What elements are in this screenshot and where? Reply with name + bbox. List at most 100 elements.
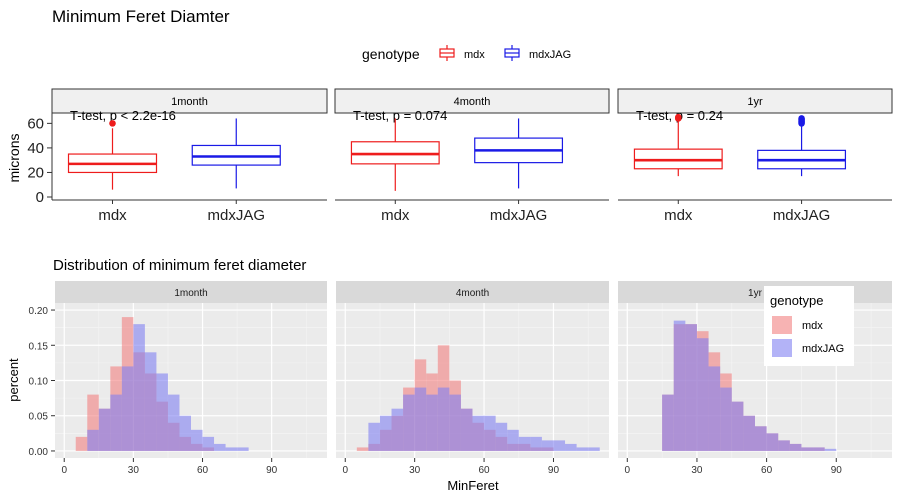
histogram-series-mdxjag [87,324,249,451]
boxplot-xtick-label: mdxJAG [773,207,831,224]
histogram-legend-label-mdxjag: mdxJAG [802,343,844,355]
histogram-xtick-label: 0 [625,465,631,476]
histogram-strip-label: 1month [174,288,207,299]
histogram-bar [673,320,686,451]
histogram-bar [403,394,415,451]
top-legend-label-mdxjag: mdxJAG [529,49,571,61]
boxplot-ytick-label: 40 [27,140,44,157]
histogram-bar [110,394,122,451]
histogram-bar [75,436,88,451]
histogram-panel-1month: 1month 0 30 60 90 [55,281,327,476]
boxplot-ytick-label: 60 [27,115,44,132]
box-outlier [798,115,805,122]
boxplot-strip-label: 1yr [747,96,763,108]
box-mdxjag [474,118,564,189]
histogram-bar [662,394,674,451]
histogram-bar [144,352,157,451]
histogram-legend-label-mdx: mdx [802,320,823,332]
histogram-xtick-label: 90 [266,465,278,476]
histogram-legend: genotype mdx mdxJAG [764,286,854,366]
histogram-ytick-label: 0.20 [29,306,49,317]
histogram-bar [720,387,732,451]
histogram-bar [507,429,519,451]
boxplot-ytick-label: 0 [36,189,44,206]
histogram-xlabel: MinFeret [447,478,499,493]
top-legend-key-mdxjag [504,45,520,61]
boxplot-xtick-label: mdx [381,207,410,224]
histogram-bar [426,394,438,451]
histogram-bar [156,373,168,451]
histogram-bar [356,447,369,451]
boxplot-strip-label: 4month [454,96,491,108]
ttest-annotation: T-test, p < 2.2e-16 [70,108,176,123]
box-mdx [633,113,723,177]
histogram-bar [755,426,767,451]
histogram-bar [530,436,542,451]
histogram-xtick-label: 30 [128,465,140,476]
box-mdx [350,118,440,191]
histogram-bar [541,440,554,451]
histogram-legend-key-mdx [772,316,792,334]
boxplot-ytick-label: 20 [27,164,44,181]
histogram-strip [336,281,609,303]
figure-title: Minimum Feret Diamter [52,7,230,26]
histogram-bar [167,394,180,451]
ttest-annotation: T-test, p = 0.074 [353,108,447,123]
histogram-bar [778,440,790,451]
histogram-area: 0.00 0.05 0.10 0.15 0.20 1month 0 30 60 90 4month 0… [29,281,892,476]
histogram-xtick-label: 90 [831,465,843,476]
histogram-bar [553,440,566,451]
histogram-series-mdxjag [662,320,837,451]
histogram-bar [696,338,709,451]
histogram-bar [225,447,238,451]
box-mdx [67,120,158,190]
histogram-title: Distribution of minimum feret diameter [53,257,306,274]
box-outlier [109,120,116,127]
histogram-bar [121,366,134,451]
histogram-bar [495,422,508,451]
histogram-bar [437,387,450,451]
top-legend-label-mdx: mdx [464,49,485,61]
histogram-bar [133,324,145,451]
histogram-xtick-label: 0 [342,465,348,476]
histogram-bar [237,447,249,451]
histogram-bar [588,447,600,451]
histogram-bar [789,443,802,451]
histogram-bar [685,324,697,451]
boxplot-xtick-label: mdx [664,207,693,224]
histogram-bar [191,429,203,451]
histogram-strip-label: 1yr [748,288,763,299]
boxplot-strip [617,88,893,114]
histogram-bar [460,408,473,451]
histogram-bar [472,415,485,451]
histogram-legend-title: genotype [770,293,824,308]
histogram-bar [731,401,744,451]
histogram-bar [801,447,814,451]
histogram-xtick-label: 60 [197,465,209,476]
histogram-bar [202,436,215,451]
boxplot-xtick-label: mdxJAG [207,207,265,224]
histogram-bar [766,433,779,451]
boxplot-panel-4month: 4month T-test, p = 0.074 mdx mdxJAG [334,88,610,224]
top-legend-key-mdx [439,45,455,61]
histogram-bar [824,448,837,451]
histogram-series-mdxjag [368,387,600,451]
top-legend-title: genotype [362,46,420,62]
boxplot-xtick-label: mdxJAG [490,207,548,224]
boxplot-strip [334,88,610,114]
histogram-bar [179,415,191,451]
histogram-bar [379,415,392,451]
boxplot-ylabel: microns [6,133,22,182]
histogram-ylabel: percent [6,358,21,402]
histogram-xtick-label: 30 [691,465,703,476]
histogram-bar [484,415,496,451]
histogram-strip-label: 4month [456,288,489,299]
box-mdxjag [191,118,281,189]
histogram-xtick-label: 0 [61,465,67,476]
histogram-bar [214,443,226,451]
boxplot-xtick-label: mdx [98,207,127,224]
histogram-bar [368,422,380,451]
histogram-ytick-label: 0.00 [29,447,49,458]
